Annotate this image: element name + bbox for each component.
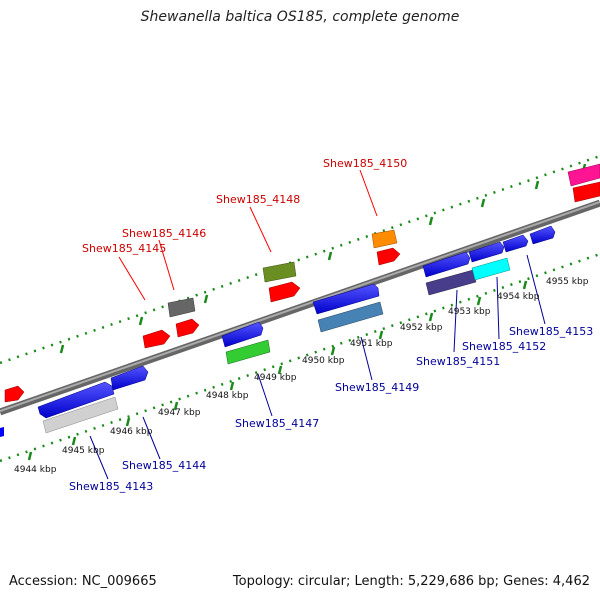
gene-label-forward[interactable]: Shew185_4150 [323, 157, 407, 170]
gene-label-forward[interactable]: Shew185_4148 [216, 193, 300, 206]
gene-arrow [221, 321, 264, 348]
gene-block [567, 163, 600, 187]
forward-genes [4, 163, 600, 403]
tick-label: 4949 kbp [254, 373, 297, 383]
gene-label-reverse[interactable]: Shew185_4151 [416, 355, 500, 368]
tick-label: 4952 kbp [400, 323, 443, 333]
callout-lines [89, 169, 546, 480]
gene-arrow [376, 247, 401, 266]
gene-block [42, 396, 119, 434]
gene-block [425, 269, 477, 296]
gene-arrow [422, 251, 471, 278]
tick-label: 4947 kbp [158, 408, 201, 418]
gene-label-reverse[interactable]: Shew185_4149 [335, 381, 419, 394]
gene-arrow [312, 283, 380, 315]
gene-label-reverse[interactable]: Shew185_4143 [69, 480, 153, 493]
gene-arrow [4, 385, 25, 403]
tick-label: 4953 kbp [448, 307, 491, 317]
gene-block [225, 339, 271, 365]
genome-summary-text: Topology: circular; Length: 5,229,686 bp… [232, 574, 590, 589]
gene-label-forward[interactable]: Shew185_4145 [82, 242, 166, 255]
gene-arrow [268, 281, 301, 303]
tick-label: 4946 kbp [110, 427, 153, 437]
gene-arrow [502, 234, 529, 253]
gene-arrow [0, 427, 4, 437]
gene-arrow [468, 241, 505, 263]
gene-arrow [142, 329, 171, 349]
map-title: Shewanella baltica OS185, complete genom… [140, 9, 460, 25]
major-ticks [27, 163, 587, 461]
genome-backbone-highlight [0, 201, 600, 412]
gene-label-reverse[interactable]: Shew185_4147 [235, 417, 319, 430]
gene-block [167, 297, 196, 318]
gene-label-reverse[interactable]: Shew185_4153 [509, 325, 593, 338]
gene-block [317, 301, 384, 333]
tick-label: 4951 kbp [350, 339, 393, 349]
gene-arrow [175, 318, 200, 338]
tick-label: 4950 kbp [302, 356, 345, 366]
gene-label-reverse[interactable]: Shew185_4144 [122, 459, 206, 472]
tick-label: 4954 kbp [497, 292, 540, 302]
gene-block [471, 257, 511, 281]
gene-block [262, 261, 297, 283]
accession-text: Accession: NC_009665 [9, 574, 157, 589]
gene-arrow [37, 381, 115, 419]
gene-arrow [529, 225, 556, 245]
reverse-genes [0, 225, 556, 437]
gene-label-reverse[interactable]: Shew185_4152 [462, 340, 546, 353]
tick-label: 4955 kbp [546, 277, 589, 287]
tick-label: 4945 kbp [62, 446, 105, 456]
tick-label: 4948 kbp [206, 391, 249, 401]
tick-label: 4944 kbp [14, 465, 57, 475]
gene-label-forward[interactable]: Shew185_4146 [122, 227, 206, 240]
gene-block [371, 229, 398, 249]
gene-arrow [572, 181, 600, 203]
gene-arrow [110, 365, 149, 391]
